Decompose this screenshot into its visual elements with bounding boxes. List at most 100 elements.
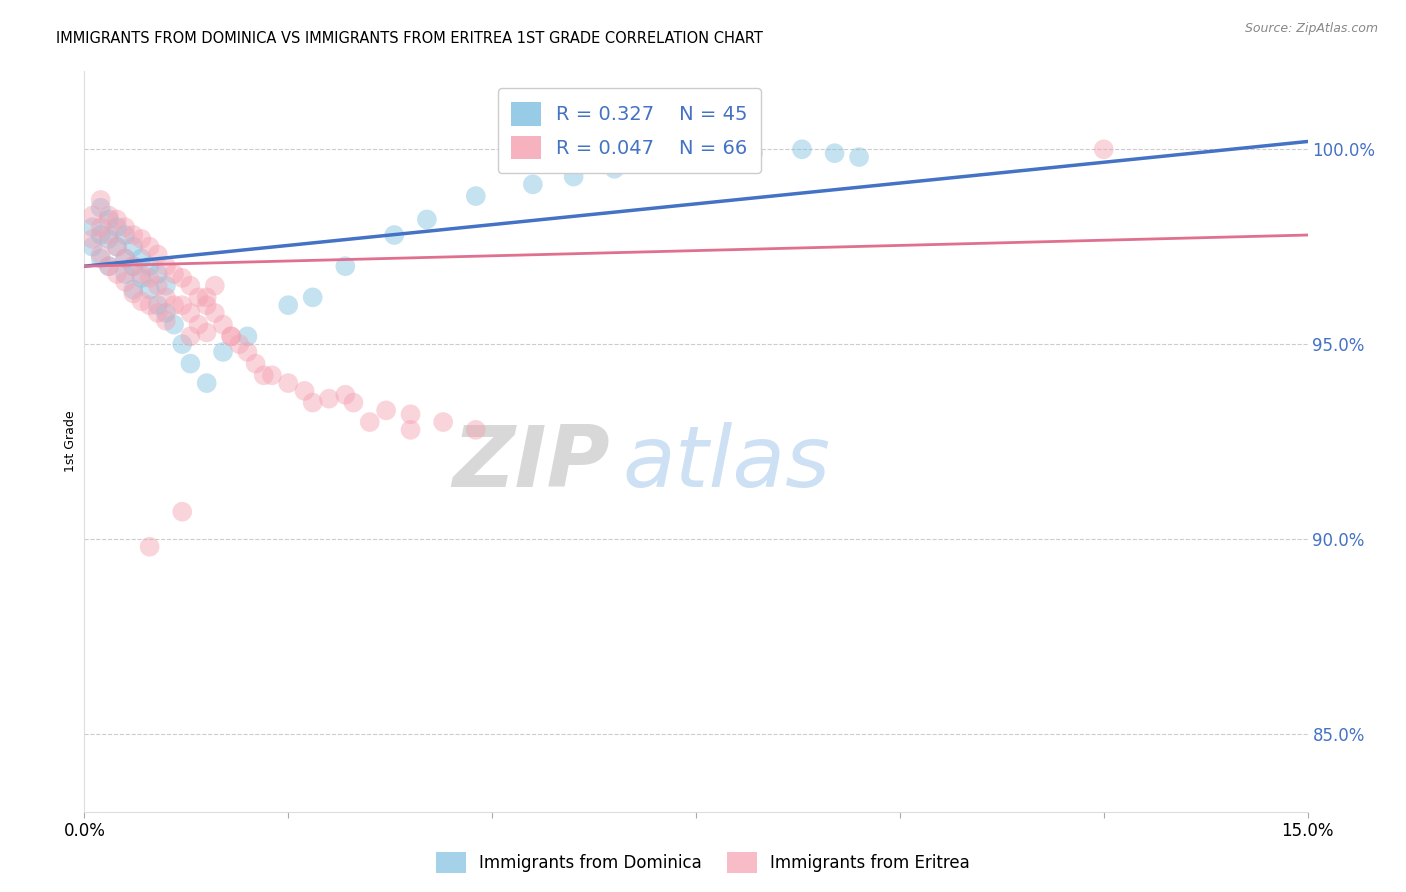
Point bbox=[97, 259, 120, 273]
Point bbox=[122, 283, 145, 297]
Point bbox=[90, 252, 112, 266]
Point bbox=[146, 247, 169, 261]
Point bbox=[97, 209, 120, 223]
Point bbox=[301, 395, 323, 409]
Point bbox=[97, 227, 120, 242]
Point bbox=[97, 212, 120, 227]
Point bbox=[131, 267, 153, 281]
Point bbox=[219, 329, 242, 343]
Point bbox=[236, 329, 259, 343]
Point bbox=[122, 240, 145, 254]
Point bbox=[342, 395, 364, 409]
Legend: R = 0.327    N = 45, R = 0.047    N = 66: R = 0.327 N = 45, R = 0.047 N = 66 bbox=[498, 88, 761, 173]
Point bbox=[742, 146, 765, 161]
Point bbox=[114, 275, 136, 289]
Point bbox=[90, 193, 112, 207]
Point bbox=[122, 286, 145, 301]
Point bbox=[131, 232, 153, 246]
Text: IMMIGRANTS FROM DOMINICA VS IMMIGRANTS FROM ERITREA 1ST GRADE CORRELATION CHART: IMMIGRANTS FROM DOMINICA VS IMMIGRANTS F… bbox=[56, 31, 763, 46]
Point bbox=[131, 252, 153, 266]
Point bbox=[464, 189, 486, 203]
Point bbox=[82, 209, 104, 223]
Point bbox=[146, 298, 169, 312]
Point bbox=[114, 252, 136, 266]
Point bbox=[204, 306, 226, 320]
Point bbox=[562, 169, 585, 184]
Text: Source: ZipAtlas.com: Source: ZipAtlas.com bbox=[1244, 22, 1378, 36]
Text: atlas: atlas bbox=[623, 422, 831, 505]
Point bbox=[122, 259, 145, 273]
Point bbox=[318, 392, 340, 406]
Point bbox=[155, 306, 177, 320]
Point bbox=[179, 357, 201, 371]
Point bbox=[82, 240, 104, 254]
Point bbox=[685, 150, 707, 164]
Point bbox=[399, 423, 422, 437]
Point bbox=[122, 227, 145, 242]
Point bbox=[155, 259, 177, 273]
Point bbox=[105, 212, 128, 227]
Point bbox=[138, 540, 160, 554]
Point bbox=[172, 337, 194, 351]
Legend: Immigrants from Dominica, Immigrants from Eritrea: Immigrants from Dominica, Immigrants fro… bbox=[429, 846, 977, 880]
Point bbox=[146, 278, 169, 293]
Point bbox=[172, 505, 194, 519]
Point bbox=[97, 232, 120, 246]
Point bbox=[163, 318, 186, 332]
Point bbox=[277, 298, 299, 312]
Point bbox=[131, 271, 153, 285]
Y-axis label: 1st Grade: 1st Grade bbox=[65, 410, 77, 473]
Point bbox=[253, 368, 276, 383]
Point bbox=[382, 227, 405, 242]
Point bbox=[335, 259, 357, 273]
Point bbox=[90, 220, 112, 235]
Point bbox=[195, 376, 218, 390]
Point bbox=[790, 142, 813, 156]
Point bbox=[335, 388, 357, 402]
Point bbox=[138, 240, 160, 254]
Point bbox=[219, 329, 242, 343]
Point bbox=[114, 252, 136, 266]
Point bbox=[644, 153, 666, 168]
Point bbox=[522, 178, 544, 192]
Point bbox=[82, 232, 104, 246]
Point bbox=[90, 227, 112, 242]
Point bbox=[277, 376, 299, 390]
Point bbox=[464, 423, 486, 437]
Point bbox=[114, 267, 136, 281]
Point bbox=[138, 259, 160, 273]
Point bbox=[90, 201, 112, 215]
Point bbox=[179, 278, 201, 293]
Point bbox=[82, 220, 104, 235]
Point bbox=[114, 220, 136, 235]
Point bbox=[138, 283, 160, 297]
Point bbox=[138, 298, 160, 312]
Point bbox=[155, 290, 177, 304]
Point bbox=[105, 220, 128, 235]
Point bbox=[105, 267, 128, 281]
Point bbox=[294, 384, 316, 398]
Point bbox=[155, 278, 177, 293]
Point bbox=[179, 306, 201, 320]
Point bbox=[163, 298, 186, 312]
Point bbox=[848, 150, 870, 164]
Point bbox=[114, 227, 136, 242]
Point bbox=[432, 415, 454, 429]
Point bbox=[195, 326, 218, 340]
Point bbox=[105, 240, 128, 254]
Point bbox=[603, 161, 626, 176]
Text: ZIP: ZIP bbox=[453, 422, 610, 505]
Point bbox=[301, 290, 323, 304]
Point bbox=[195, 298, 218, 312]
Point bbox=[90, 247, 112, 261]
Point bbox=[172, 298, 194, 312]
Point bbox=[146, 267, 169, 281]
Point bbox=[359, 415, 381, 429]
Point bbox=[824, 146, 846, 161]
Point bbox=[260, 368, 283, 383]
Point bbox=[146, 306, 169, 320]
Point bbox=[245, 357, 267, 371]
Point bbox=[399, 407, 422, 421]
Point bbox=[195, 290, 218, 304]
Point bbox=[179, 329, 201, 343]
